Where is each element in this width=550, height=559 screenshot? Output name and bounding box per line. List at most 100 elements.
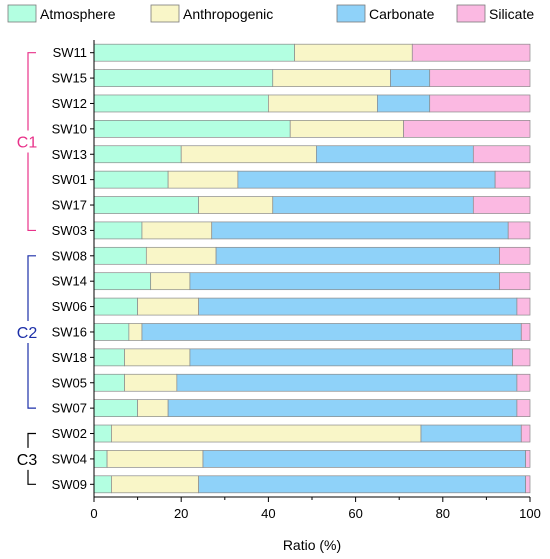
- y-tick-label-sw13: SW13: [52, 147, 87, 162]
- bar-segment-sw08-atmosphere: [93, 246, 147, 265]
- y-tick-label-sw05: SW05: [52, 375, 87, 390]
- bar-segment-sw08-anthropogenic: [145, 246, 217, 265]
- bar-segment-sw13-silicate: [472, 145, 531, 164]
- bar-segment-sw12-carbonate: [377, 94, 431, 113]
- bar-segment-sw16-silicate: [520, 323, 531, 341]
- group-bracket-c2: [27, 255, 36, 409]
- bar-segment-sw13-carbonate: [316, 145, 474, 164]
- bar-segment-sw18-silicate: [512, 348, 531, 367]
- bar-segment-sw17-atmosphere: [93, 196, 199, 214]
- y-tick-label-sw01: SW01: [52, 172, 87, 187]
- bar-segment-sw01-anthropogenic: [167, 170, 239, 189]
- bar-segment-sw09-anthropogenic: [111, 475, 199, 494]
- bar-segment-sw02-silicate: [520, 424, 531, 443]
- bar-segment-sw10-atmosphere: [93, 120, 291, 138]
- bar-segment-sw05-atmosphere: [93, 373, 125, 392]
- bar-segment-sw06-silicate: [516, 297, 531, 316]
- group-brackets: C1 C2 C3: [17, 52, 38, 485]
- bar-segment-sw16-anthropogenic: [128, 323, 143, 341]
- y-tick-label-sw04: SW04: [52, 451, 87, 466]
- bar-segment-sw05-anthropogenic: [124, 373, 178, 392]
- bar-segment-sw07-silicate: [516, 399, 531, 417]
- y-tick-label-sw02: SW02: [52, 426, 87, 441]
- x-tick-label-20: 20: [174, 506, 188, 521]
- axes: SW11 SW15 SW12 SW10 SW13 SW01 SW17 SW03 SW08 SW14…: [52, 40, 541, 521]
- bar-segment-sw01-silicate: [494, 170, 531, 189]
- bar-segment-sw06-anthropogenic: [137, 297, 199, 316]
- bar-segment-sw12-anthropogenic: [268, 94, 378, 113]
- bar-segment-sw07-carbonate: [167, 399, 518, 417]
- legend-swatch-carbonate: [336, 4, 366, 23]
- bar-segment-sw03-silicate: [507, 221, 531, 240]
- bar-segment-sw18-carbonate: [189, 348, 513, 367]
- bar-segment-sw16-carbonate: [141, 323, 522, 341]
- y-tick-label-sw03: SW03: [52, 223, 87, 238]
- bar-segment-sw08-carbonate: [215, 246, 500, 265]
- bar-segment-sw17-silicate: [472, 196, 531, 214]
- bar-segment-sw09-atmosphere: [93, 475, 112, 494]
- y-tick-label-sw12: SW12: [52, 96, 87, 111]
- bar-segment-sw18-atmosphere: [93, 348, 125, 367]
- y-tick-label-sw17: SW17: [52, 198, 87, 213]
- bar-segment-sw12-silicate: [429, 94, 531, 113]
- y-tick-label-sw10: SW10: [52, 121, 87, 136]
- legend-swatch-silicate: [456, 4, 486, 23]
- group-label-c1: C1: [17, 135, 38, 152]
- x-tick-label-40: 40: [261, 506, 275, 521]
- legend-swatch-anthropogenic: [150, 4, 180, 23]
- bar-segment-sw10-anthropogenic: [289, 120, 404, 138]
- bar-segment-sw07-anthropogenic: [137, 399, 169, 417]
- bar-segment-sw09-silicate: [525, 475, 531, 494]
- bar-segment-sw04-atmosphere: [93, 450, 108, 468]
- bar-segment-sw14-carbonate: [189, 272, 500, 291]
- y-tick-label-sw15: SW15: [52, 71, 87, 86]
- legend-label-atmosphere: Atmosphere: [40, 6, 116, 22]
- bar-segment-sw12-atmosphere: [93, 94, 269, 113]
- bar-segment-sw13-anthropogenic: [180, 145, 317, 164]
- bar-segment-sw15-carbonate: [390, 69, 431, 87]
- bar-segment-sw03-anthropogenic: [141, 221, 213, 240]
- bar-segment-sw04-carbonate: [202, 450, 526, 468]
- bar-segment-sw06-carbonate: [198, 297, 518, 316]
- group-bracket-c3: [27, 432, 36, 485]
- legend-swatch-atmosphere: [7, 4, 37, 23]
- bar-segment-sw02-anthropogenic: [111, 424, 422, 443]
- bar-segment-sw05-carbonate: [176, 373, 518, 392]
- bar-segment-sw01-atmosphere: [93, 170, 169, 189]
- bar-segment-sw15-anthropogenic: [272, 69, 391, 87]
- bar-segment-sw02-atmosphere: [93, 424, 112, 443]
- bar-segment-sw13-atmosphere: [93, 145, 182, 164]
- bar-segment-sw08-silicate: [499, 246, 531, 265]
- y-tick-label-sw07: SW07: [52, 401, 87, 416]
- bar-segment-sw16-atmosphere: [93, 323, 130, 341]
- bar-segment-sw15-atmosphere: [93, 69, 274, 87]
- bar-segment-sw17-anthropogenic: [198, 196, 274, 214]
- bar-segment-sw03-carbonate: [211, 221, 509, 240]
- bar-segment-sw11-atmosphere: [93, 43, 295, 62]
- bar-segment-sw14-silicate: [499, 272, 531, 291]
- bar-segment-sw04-anthropogenic: [106, 450, 204, 468]
- x-tick-label-100: 100: [519, 506, 541, 521]
- bar-segment-sw15-silicate: [429, 69, 531, 87]
- y-tick-label-sw06: SW06: [52, 299, 87, 314]
- y-tick-label-sw14: SW14: [52, 274, 87, 289]
- bar-segment-sw11-anthropogenic: [294, 43, 413, 62]
- group-bracket-c1: [27, 52, 36, 232]
- bar-segment-sw07-atmosphere: [93, 399, 138, 417]
- x-axis-title: Ratio (%): [283, 537, 341, 553]
- bar-segment-sw11-silicate: [411, 43, 531, 62]
- bar-segment-sw06-atmosphere: [93, 297, 138, 316]
- bar-segment-sw02-carbonate: [420, 424, 522, 443]
- group-label-c3: C3: [17, 452, 38, 469]
- y-tick-label-sw08: SW08: [52, 248, 87, 263]
- y-tick-label-sw16: SW16: [52, 324, 87, 339]
- bar-segment-sw18-anthropogenic: [124, 348, 191, 367]
- x-tick-label-0: 0: [90, 506, 97, 521]
- y-tick-label-sw18: SW18: [52, 350, 87, 365]
- bar-segment-sw14-atmosphere: [93, 272, 152, 291]
- y-tick-label-sw11: SW11: [53, 45, 87, 60]
- bars: [93, 43, 531, 494]
- x-tick-label-80: 80: [436, 506, 450, 521]
- legend-label-silicate: Silicate: [489, 6, 534, 22]
- y-tick-label-sw09: SW09: [52, 477, 87, 492]
